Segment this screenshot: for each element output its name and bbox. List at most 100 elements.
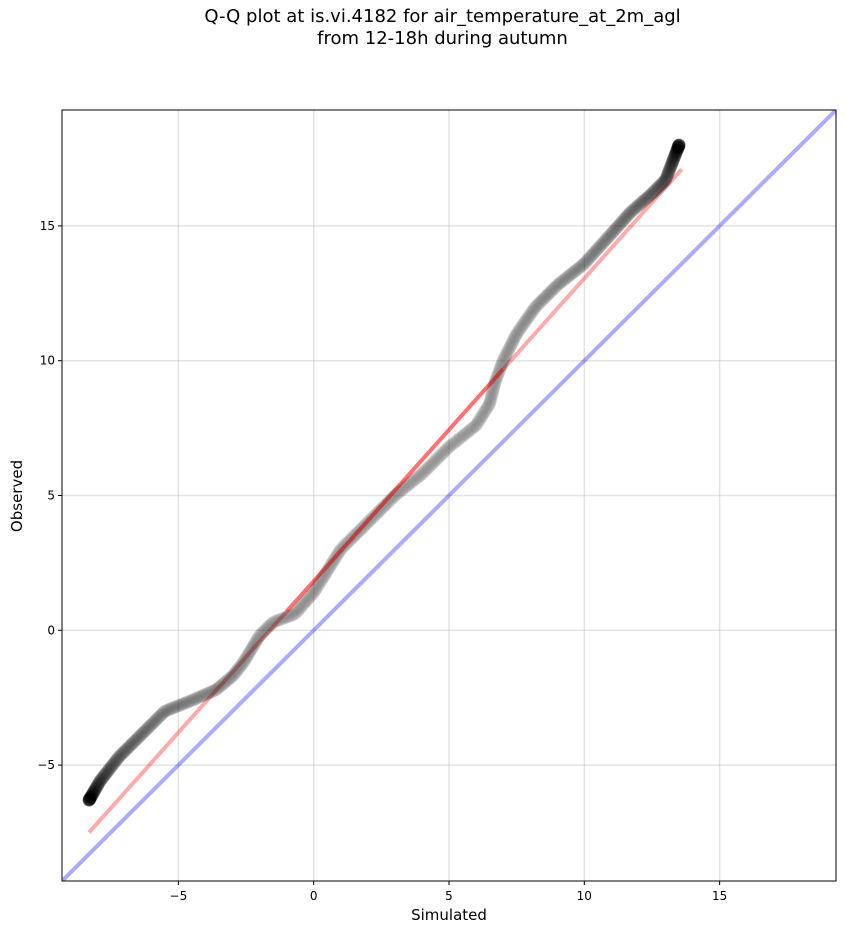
data-point: [160, 703, 174, 717]
data-point: [398, 481, 412, 495]
data-point: [98, 768, 112, 782]
data-point: [602, 229, 616, 243]
data-point: [113, 749, 127, 763]
data-point: [251, 631, 265, 645]
data-point: [669, 145, 683, 159]
data-point: [104, 760, 118, 774]
data-point: [337, 539, 351, 553]
data-point: [88, 782, 102, 796]
data-point: [572, 261, 586, 275]
data-point: [310, 580, 324, 594]
data-point: [210, 682, 224, 696]
data-point: [116, 746, 130, 760]
data-point: [651, 180, 665, 194]
data-point: [494, 360, 508, 374]
data-point: [608, 222, 622, 236]
data-point: [667, 151, 681, 165]
data-point: [670, 143, 684, 157]
data-point: [565, 267, 579, 281]
data-point: [331, 547, 345, 561]
data-point: [276, 611, 290, 625]
data-point: [628, 201, 642, 215]
data-point: [568, 264, 582, 278]
data-point: [162, 703, 176, 717]
data-point: [622, 207, 636, 221]
data-point: [87, 784, 101, 798]
data-point: [421, 461, 435, 475]
data-point: [89, 781, 103, 795]
data-point: [288, 607, 302, 621]
data-point: [671, 141, 685, 155]
data-point: [110, 752, 124, 766]
data-point: [190, 691, 204, 705]
data-point: [563, 268, 577, 282]
data-point: [509, 329, 523, 343]
data-point: [585, 248, 599, 262]
data-point: [672, 138, 686, 152]
data-point: [86, 786, 100, 800]
data-point: [669, 146, 683, 160]
data-point: [641, 190, 655, 204]
data-point: [670, 143, 684, 157]
data-point: [480, 400, 494, 414]
data-point: [87, 785, 101, 799]
data-point: [325, 557, 339, 571]
data-point: [88, 783, 102, 797]
data-point: [467, 420, 481, 434]
data-point: [668, 150, 682, 164]
data-point: [393, 484, 407, 498]
data-point: [84, 790, 98, 804]
data-point: [92, 775, 106, 789]
data-point: [158, 704, 172, 718]
data-point: [456, 428, 470, 442]
data-point: [627, 202, 641, 216]
data-point: [501, 343, 515, 357]
data-point: [392, 486, 406, 500]
data-point: [134, 728, 148, 742]
data-point: [495, 357, 509, 371]
data-point: [511, 325, 525, 339]
data-point: [129, 733, 143, 747]
data-point: [334, 542, 348, 556]
data-point: [447, 436, 461, 450]
data-point: [194, 689, 208, 703]
data-point: [111, 751, 125, 765]
data-point: [664, 160, 678, 174]
data-point: [84, 790, 98, 804]
data-point: [375, 501, 389, 515]
data-point: [345, 531, 359, 545]
data-point: [634, 197, 648, 211]
data-point: [118, 744, 132, 758]
data-point: [435, 447, 449, 461]
data-point: [453, 431, 467, 445]
data-point: [578, 256, 592, 270]
data-point: [607, 223, 621, 237]
data-point: [82, 793, 96, 807]
data-point: [621, 208, 635, 222]
data-point: [640, 191, 654, 205]
data-point: [149, 713, 163, 727]
data-point: [609, 221, 623, 235]
data-point: [83, 792, 97, 806]
data-point: [528, 301, 542, 315]
data-point: [252, 630, 266, 644]
data-point: [664, 158, 678, 172]
data-point: [96, 771, 110, 785]
data-point: [584, 249, 598, 263]
data-point: [628, 202, 642, 216]
data-point: [319, 565, 333, 579]
data-point: [490, 369, 504, 383]
data-point: [105, 759, 119, 773]
data-point: [106, 757, 120, 771]
x-tick-label-1: 0: [310, 889, 318, 903]
data-point: [82, 793, 96, 807]
data-point: [659, 171, 673, 185]
data-point: [191, 691, 205, 705]
data-point: [515, 320, 529, 334]
data-point: [668, 148, 682, 162]
data-point: [483, 395, 497, 409]
data-point: [664, 159, 678, 173]
data-point: [119, 743, 133, 757]
data-point: [549, 279, 563, 293]
x-tick-label-4: 15: [712, 889, 727, 903]
